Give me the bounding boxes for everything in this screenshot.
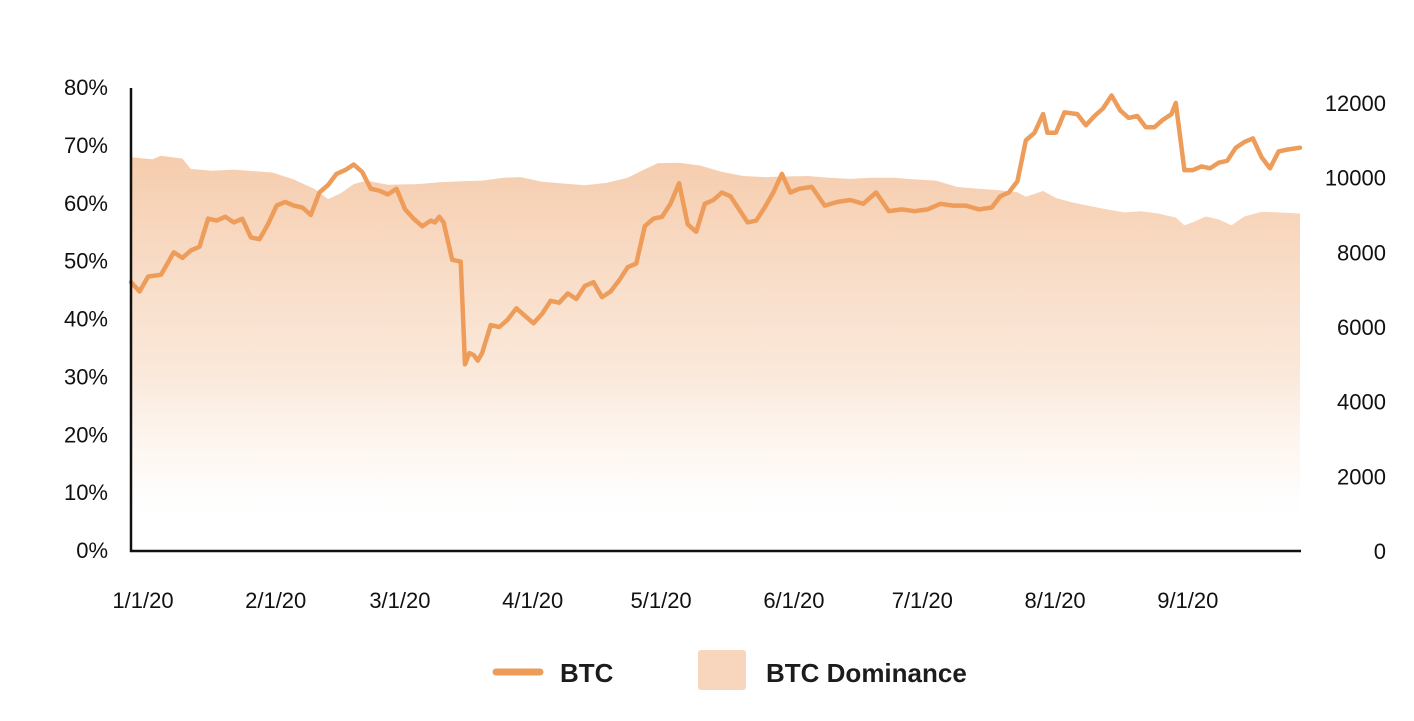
x-tick-label: 8/1/20 (1025, 588, 1086, 613)
y-right-tick-label: 8000 (1337, 240, 1386, 265)
legend-dominance-swatch (698, 650, 746, 690)
legend-btc-label: BTC (560, 658, 614, 688)
btc-line-layer (128, 93, 1303, 367)
y-left-tick-label: 10% (64, 480, 108, 505)
series-btc-line (128, 93, 1303, 367)
y-right-tick-label: 6000 (1337, 315, 1386, 340)
x-tick-label: 5/1/20 (631, 588, 692, 613)
series-btc-dominance-area (131, 155, 1300, 551)
y-right-tick-label: 10000 (1325, 166, 1386, 191)
x-tick-label: 2/1/20 (245, 588, 306, 613)
y-left-tick-label: 20% (64, 422, 108, 447)
y-left-tick-label: 0% (76, 538, 108, 563)
dominance-area-layer (131, 155, 1300, 551)
tick-labels-layer: 0% 10% 20% 30% 40% 50% 60% 70% 80% 0 2000 4000 6000 8… (64, 75, 1386, 613)
y-left-tick-label: 60% (64, 191, 108, 216)
x-tick-label: 7/1/20 (892, 588, 953, 613)
legend: BTC BTC Dominance (492, 650, 967, 690)
y-left-tick-label: 30% (64, 364, 108, 389)
axes-layer (129, 88, 1301, 553)
y-right-tick-label: 0 (1374, 539, 1386, 564)
y-left-tick-label: 40% (64, 307, 108, 332)
x-tick-label: 3/1/20 (369, 588, 430, 613)
x-tick-label: 1/1/20 (112, 588, 173, 613)
x-tick-label: 6/1/20 (763, 588, 824, 613)
y-right-tick-label: 4000 (1337, 390, 1386, 415)
y-left-tick-label: 80% (64, 75, 108, 100)
y-left-tick-label: 70% (64, 133, 108, 158)
y-left-tick-label: 50% (64, 249, 108, 274)
x-tick-label: 9/1/20 (1157, 588, 1218, 613)
y-right-tick-label: 12000 (1325, 91, 1386, 116)
x-tick-label: 4/1/20 (502, 588, 563, 613)
legend-dominance-label: BTC Dominance (766, 658, 967, 688)
y-right-tick-label: 2000 (1337, 464, 1386, 489)
